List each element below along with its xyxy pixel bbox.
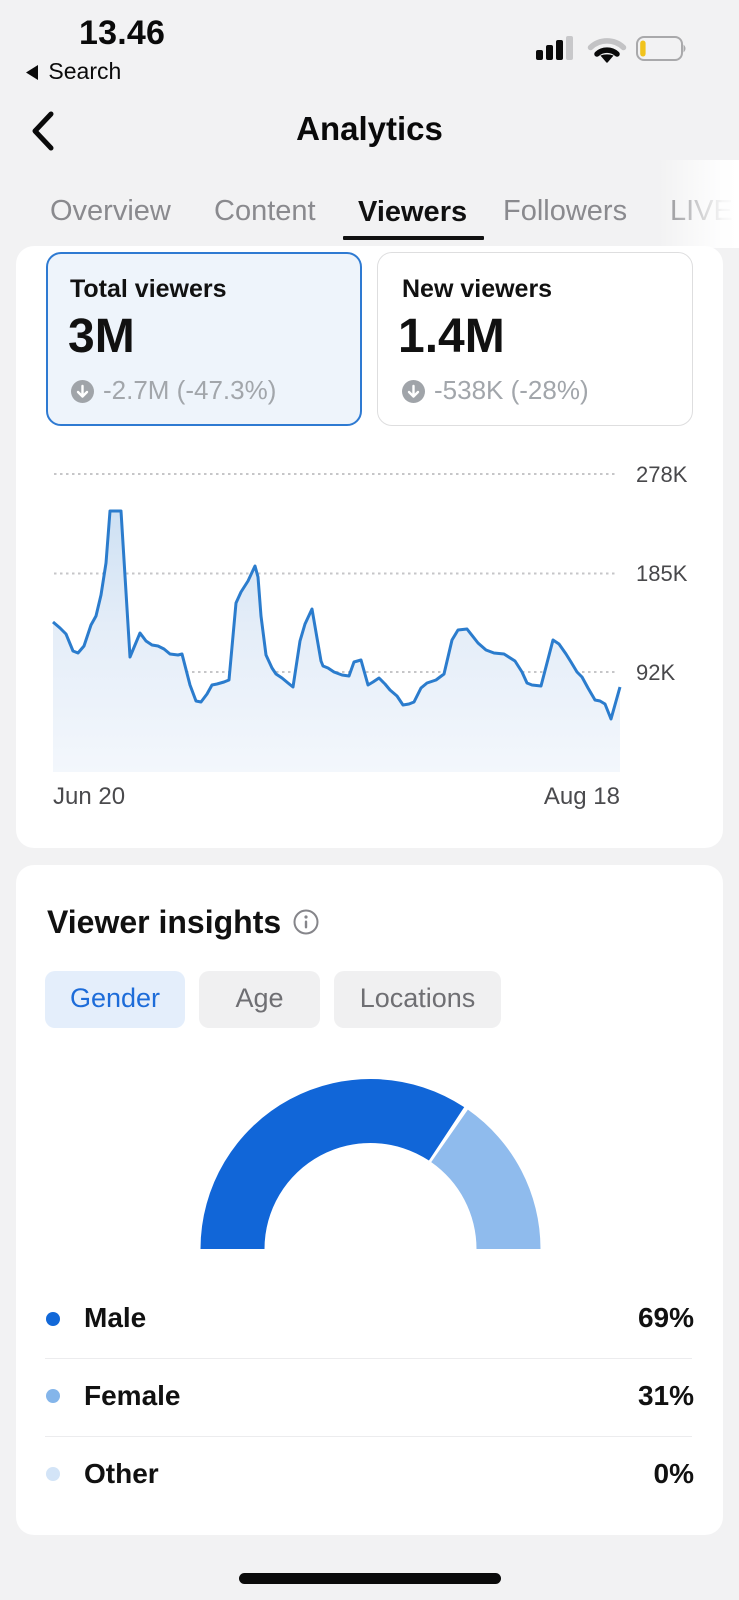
svg-text:185K: 185K <box>636 561 688 586</box>
svg-text:Aug 18: Aug 18 <box>544 783 620 810</box>
svg-text:278K: 278K <box>636 462 688 487</box>
svg-text:92K: 92K <box>636 660 675 685</box>
svg-text:Jun 20: Jun 20 <box>53 783 125 810</box>
